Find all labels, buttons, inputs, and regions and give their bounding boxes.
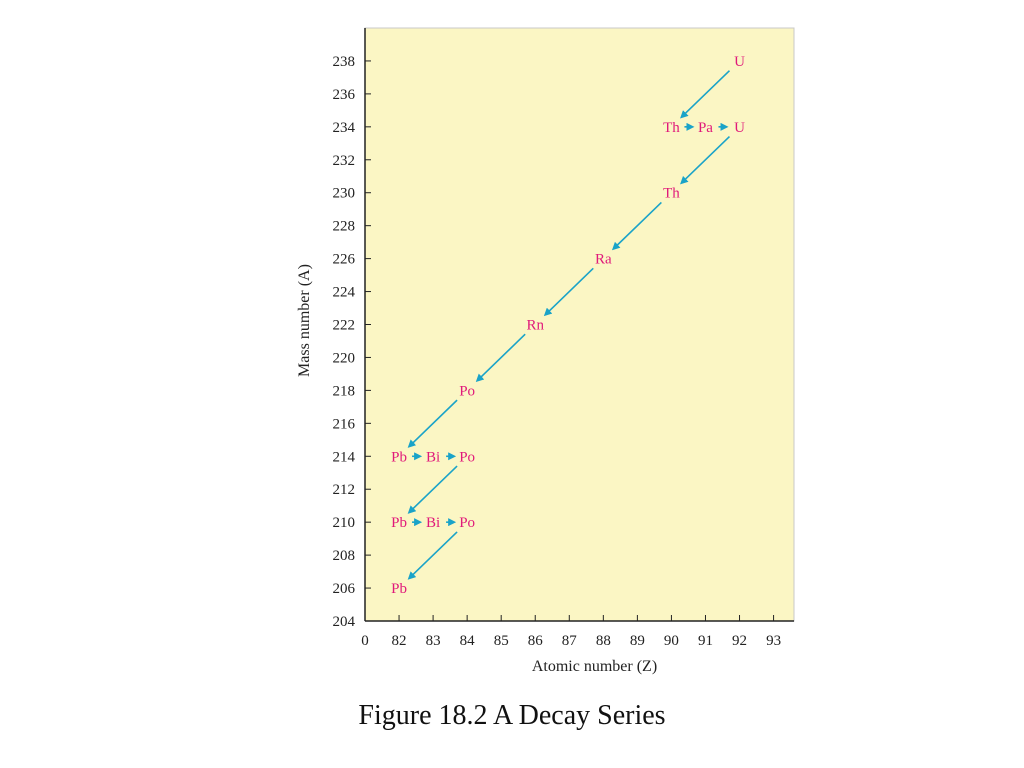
nuclide-label: U bbox=[734, 54, 745, 70]
y-tick-label: 210 bbox=[333, 515, 356, 531]
x-axis-ticks: 0 82 83 84 85 86 87 88 89 90 91 92 93 bbox=[361, 615, 781, 649]
alpha-decay-arrow bbox=[680, 135, 731, 185]
nuclide-label: Po bbox=[459, 515, 475, 531]
x-tick-label: 85 bbox=[494, 633, 509, 649]
y-tick-label: 232 bbox=[333, 153, 356, 169]
nuclide-label: Bi bbox=[426, 515, 440, 531]
nuclide-label: Bi bbox=[426, 449, 440, 465]
y-tick-label: 216 bbox=[333, 416, 356, 432]
alpha-decay-arrow bbox=[543, 267, 594, 317]
nuclide-label: U bbox=[734, 120, 745, 136]
x-tick-label: 88 bbox=[596, 633, 611, 649]
y-tick-label: 220 bbox=[333, 350, 356, 366]
nuclide-label: Th bbox=[663, 186, 680, 202]
decay-series-chart: 0 82 83 84 85 86 87 88 89 90 91 92 93 204 206 208 210 21… bbox=[296, 27, 795, 675]
x-tick-label: 86 bbox=[528, 633, 544, 649]
alpha-decay-arrow bbox=[611, 201, 662, 251]
y-tick-label: 204 bbox=[333, 614, 356, 630]
y-tick-label: 238 bbox=[333, 54, 356, 70]
nuclide-label: Po bbox=[459, 383, 475, 399]
y-tick-label: 212 bbox=[333, 482, 356, 498]
x-tick-label: 90 bbox=[664, 633, 679, 649]
x-tick-label: 82 bbox=[392, 633, 407, 649]
nuclide-label: Po bbox=[459, 449, 475, 465]
alpha-decay-arrow bbox=[680, 70, 731, 119]
y-tick-label: 214 bbox=[333, 449, 356, 465]
y-tick-label: 218 bbox=[333, 383, 356, 399]
y-tick-label: 230 bbox=[333, 186, 356, 202]
decay-arrows bbox=[407, 70, 731, 580]
y-tick-label: 208 bbox=[333, 548, 356, 564]
x-tick-label: 84 bbox=[460, 633, 476, 649]
alpha-decay-arrow bbox=[407, 531, 458, 580]
nuclide-label: Pb bbox=[391, 581, 407, 597]
x-axis-title: Atomic number (Z) bbox=[532, 658, 657, 675]
x-tick-label: 89 bbox=[630, 633, 645, 649]
figure-caption: Figure 18.2 A Decay Series bbox=[358, 700, 666, 731]
y-tick-label: 224 bbox=[333, 285, 356, 301]
x-tick-label: 93 bbox=[766, 633, 781, 649]
nuclide-label: Pb bbox=[391, 449, 407, 465]
y-axis-ticks: 204 206 208 210 212 214 216 218 220 222 224 226 228 2… bbox=[333, 54, 371, 630]
x-tick-label: 0 bbox=[361, 633, 369, 649]
x-tick-label: 83 bbox=[426, 633, 441, 649]
y-tick-label: 226 bbox=[333, 252, 356, 268]
alpha-decay-arrow bbox=[407, 465, 458, 514]
x-tick-label: 87 bbox=[562, 633, 578, 649]
nuclide-label: Ra bbox=[595, 252, 612, 268]
y-tick-label: 206 bbox=[333, 581, 356, 597]
nuclide-label: Th bbox=[663, 120, 680, 136]
nuclide-label: Pa bbox=[698, 120, 713, 136]
y-axis-title: Mass number (A) bbox=[296, 264, 313, 377]
y-tick-label: 222 bbox=[333, 318, 356, 334]
nuclide-label: Pb bbox=[391, 515, 407, 531]
y-tick-label: 236 bbox=[333, 87, 356, 103]
nuclide-labels: U Th Pa U Th Ra Rn Po Pb Bi Po Pb Bi Po Pb bbox=[391, 54, 745, 597]
x-tick-label: 91 bbox=[698, 633, 713, 649]
alpha-decay-arrow bbox=[407, 399, 458, 448]
y-tick-label: 234 bbox=[333, 120, 356, 136]
nuclide-label: Rn bbox=[526, 318, 544, 334]
x-tick-label: 92 bbox=[732, 633, 747, 649]
y-tick-label: 228 bbox=[333, 219, 356, 235]
alpha-decay-arrow bbox=[475, 333, 526, 383]
plot-background bbox=[364, 27, 795, 622]
